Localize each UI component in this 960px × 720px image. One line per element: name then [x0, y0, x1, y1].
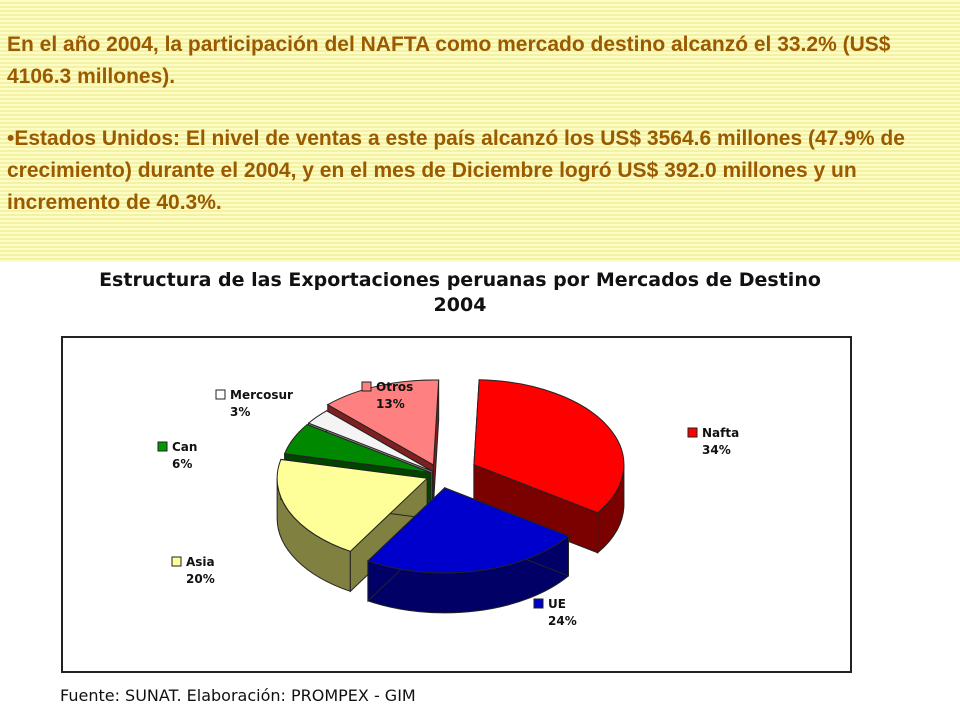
source-note: Fuente: SUNAT. Elaboración: PROMPEX - GI… [60, 686, 416, 705]
legend-swatch-otros [361, 381, 372, 392]
legend-swatch-mercosur [215, 389, 226, 400]
value-nafta: 34% [702, 443, 731, 457]
chart-title-line2: 2004 [433, 294, 487, 316]
chart-title-line1: Estructura de las Exportaciones peruanas… [99, 269, 821, 291]
legend-swatch-nafta [687, 427, 698, 438]
paragraph-estados-unidos: •Estados Unidos: El nivel de ventas a es… [7, 127, 905, 214]
value-mercosur: 3% [230, 405, 250, 419]
label-ue: UE [548, 597, 566, 611]
slice-otros [326, 379, 440, 466]
legend-swatch-asia [171, 556, 182, 567]
legend-swatch-ue [533, 598, 544, 609]
value-ue: 24% [548, 614, 577, 628]
slice-nafta [473, 379, 625, 514]
banner-text: En el año 2004, la participación del NAF… [7, 29, 952, 219]
slice-can [283, 424, 432, 474]
slice-ue [366, 487, 570, 574]
label-can: Can [172, 440, 197, 454]
label-mercosur: Mercosur [230, 388, 293, 402]
label-nafta: Nafta [702, 426, 739, 440]
legend-swatch-can [157, 441, 168, 452]
value-can: 6% [172, 457, 192, 471]
value-otros: 13% [376, 397, 405, 411]
label-asia: Asia [186, 555, 215, 569]
slice-mercosur [307, 410, 433, 472]
slice-asia [276, 458, 429, 552]
label-otros: Otros [376, 380, 413, 394]
chart-title: Estructura de las Exportaciones peruanas… [60, 268, 860, 318]
pie-slices [276, 379, 625, 614]
pie-labels: Nafta 34% UE 24% Asia 20% Can 6% Mercosur 3% Otros… [157, 380, 739, 628]
paragraph-nafta: En el año 2004, la participación del NAF… [7, 33, 891, 88]
value-asia: 20% [186, 572, 215, 586]
text-banner: En el año 2004, la participación del NAF… [0, 0, 960, 262]
